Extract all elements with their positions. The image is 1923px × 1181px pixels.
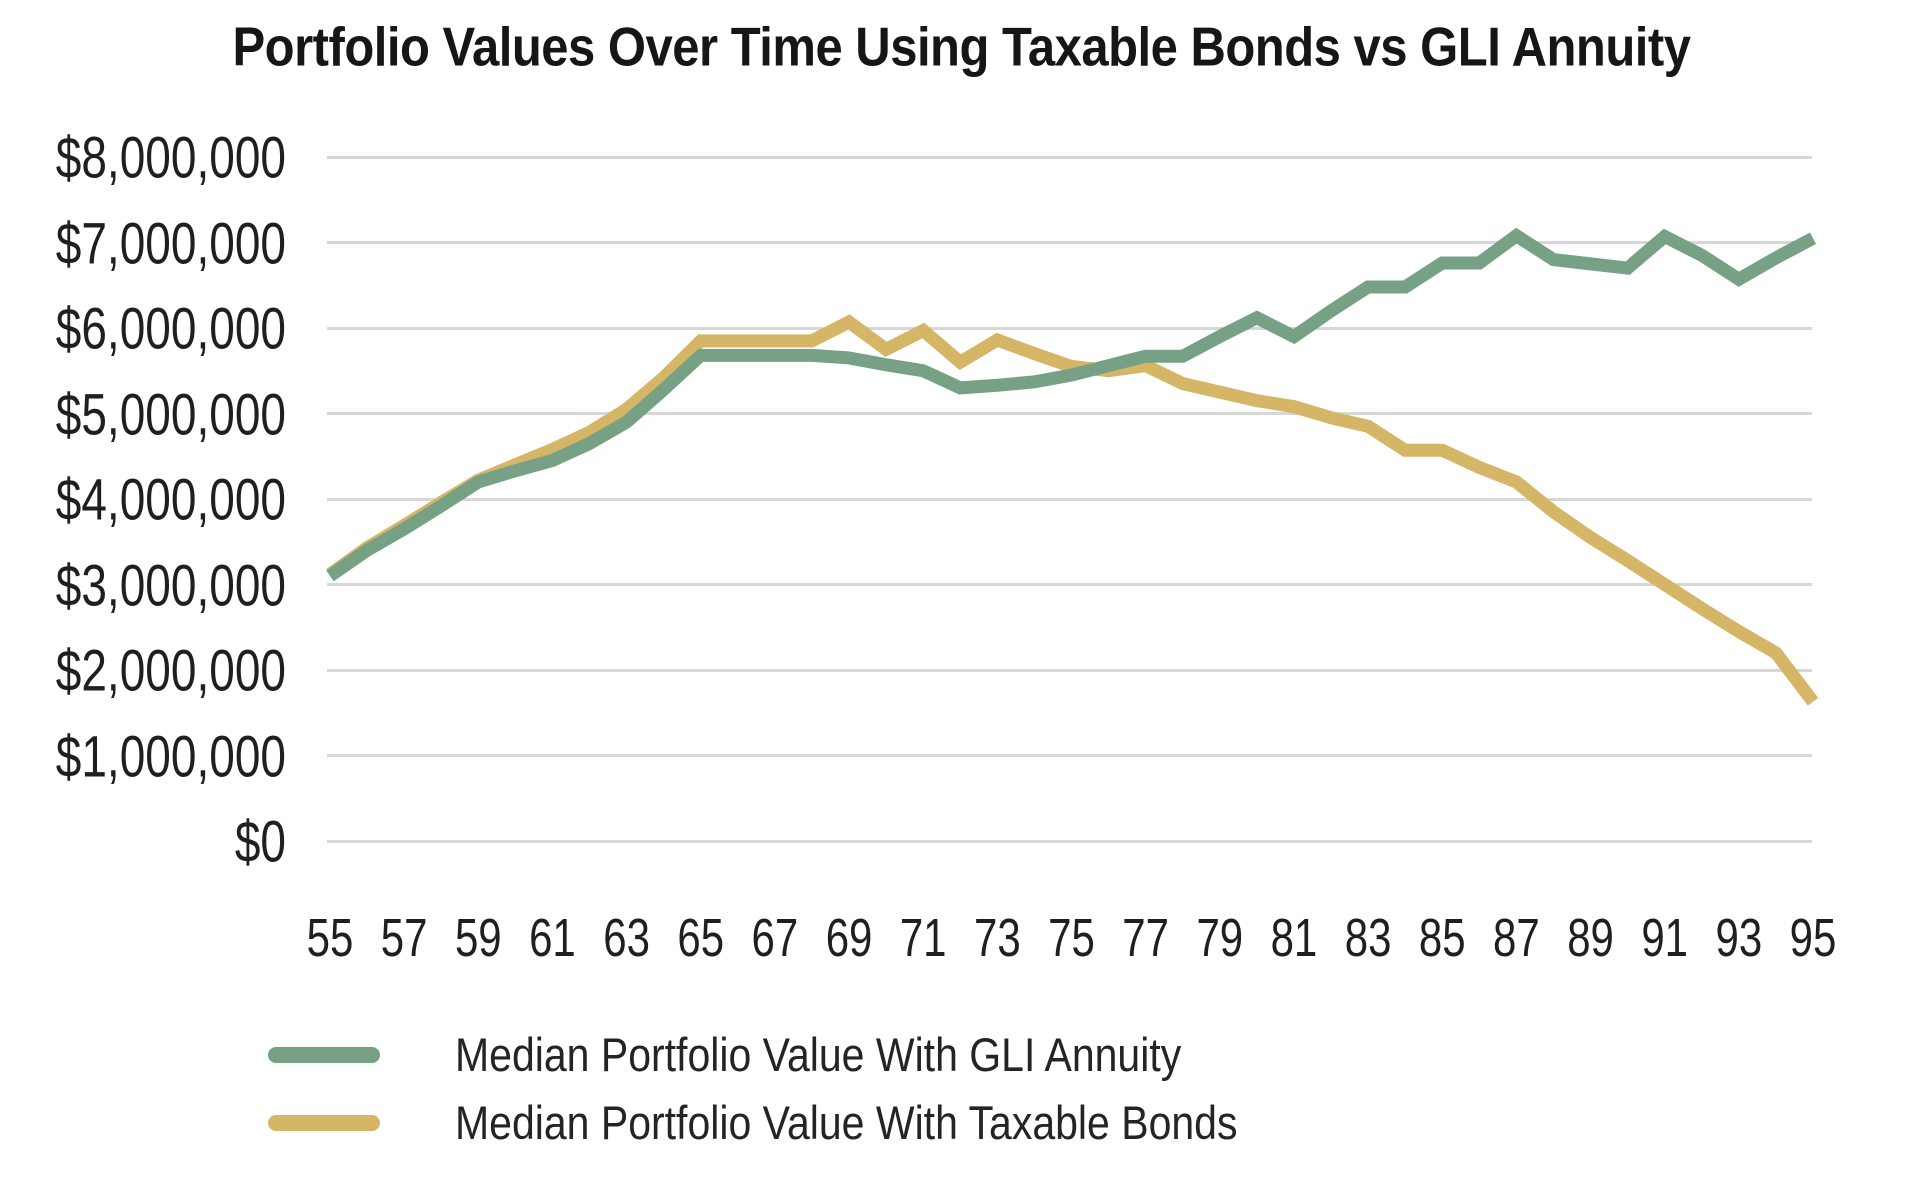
y-axis-tick-label: $7,000,000 [55, 209, 286, 276]
y-axis-tick-label: $8,000,000 [55, 123, 286, 191]
x-axis-tick-label: 83 [1344, 907, 1392, 968]
chart-title: Portfolio Values Over Time Using Taxable… [232, 17, 1691, 78]
y-axis-tick-label: $0 [234, 807, 286, 875]
y-axis-tick-label: $5,000,000 [55, 380, 286, 447]
gli-annuity-legend-swatch [268, 1047, 380, 1063]
y-axis-tick-label: $1,000,000 [55, 722, 286, 789]
gridline [327, 839, 1812, 843]
taxable-bonds-line [326, 314, 1819, 706]
taxable-bonds-legend-swatch [268, 1115, 380, 1131]
legend: Median Portfolio Value With GLI Annuity … [268, 1028, 1237, 1164]
x-axis-tick-label: 93 [1715, 907, 1763, 968]
x-axis-tick-label: 73 [973, 907, 1021, 968]
x-axis-tick-label: 91 [1641, 907, 1689, 968]
gridline [327, 497, 1812, 501]
legend-item-gli-annuity: Median Portfolio Value With GLI Annuity [268, 1028, 1237, 1082]
x-axis-tick-label: 61 [529, 907, 576, 968]
gli-annuity-legend-label: Median Portfolio Value With GLI Annuity [455, 1027, 1182, 1081]
y-axis-tick-label: $4,000,000 [55, 465, 286, 533]
x-axis-tick-label: 59 [454, 907, 502, 968]
gridline [327, 668, 1812, 672]
x-axis-tick-label: 69 [825, 907, 873, 968]
legend-item-taxable-bonds: Median Portfolio Value With Taxable Bond… [268, 1096, 1237, 1150]
x-axis-tick-label: 57 [380, 907, 428, 968]
y-axis-tick-label: $3,000,000 [55, 551, 286, 618]
gridline [327, 241, 1812, 244]
x-axis-tick-label: 95 [1789, 907, 1837, 968]
x-axis-tick-label: 63 [603, 907, 650, 968]
gridline [327, 326, 1812, 330]
gridline [327, 754, 1812, 757]
x-axis-tick-label: 79 [1196, 907, 1244, 968]
x-axis-tick-label: 75 [1048, 907, 1095, 968]
x-axis-tick-label: 77 [1122, 907, 1169, 968]
y-axis-tick-label: $6,000,000 [55, 294, 286, 362]
gridline [327, 412, 1812, 415]
x-axis-tick-label: 81 [1270, 907, 1318, 968]
y-axis-tick-label: $2,000,000 [55, 636, 286, 704]
x-axis-tick-label: 65 [677, 907, 725, 968]
x-axis-tick-label: 71 [899, 907, 947, 968]
x-axis-tick-label: 87 [1493, 907, 1540, 968]
gli-annuity-line [326, 227, 1817, 582]
x-axis-tick-label: 85 [1418, 907, 1466, 968]
taxable-bonds-legend-label: Median Portfolio Value With Taxable Bond… [455, 1095, 1238, 1149]
x-axis-tick-label: 55 [306, 907, 354, 968]
x-axis-tick-label: 89 [1567, 907, 1614, 968]
x-axis-tick-label: 67 [751, 907, 799, 968]
gridline [327, 583, 1812, 586]
gridline [327, 155, 1812, 159]
